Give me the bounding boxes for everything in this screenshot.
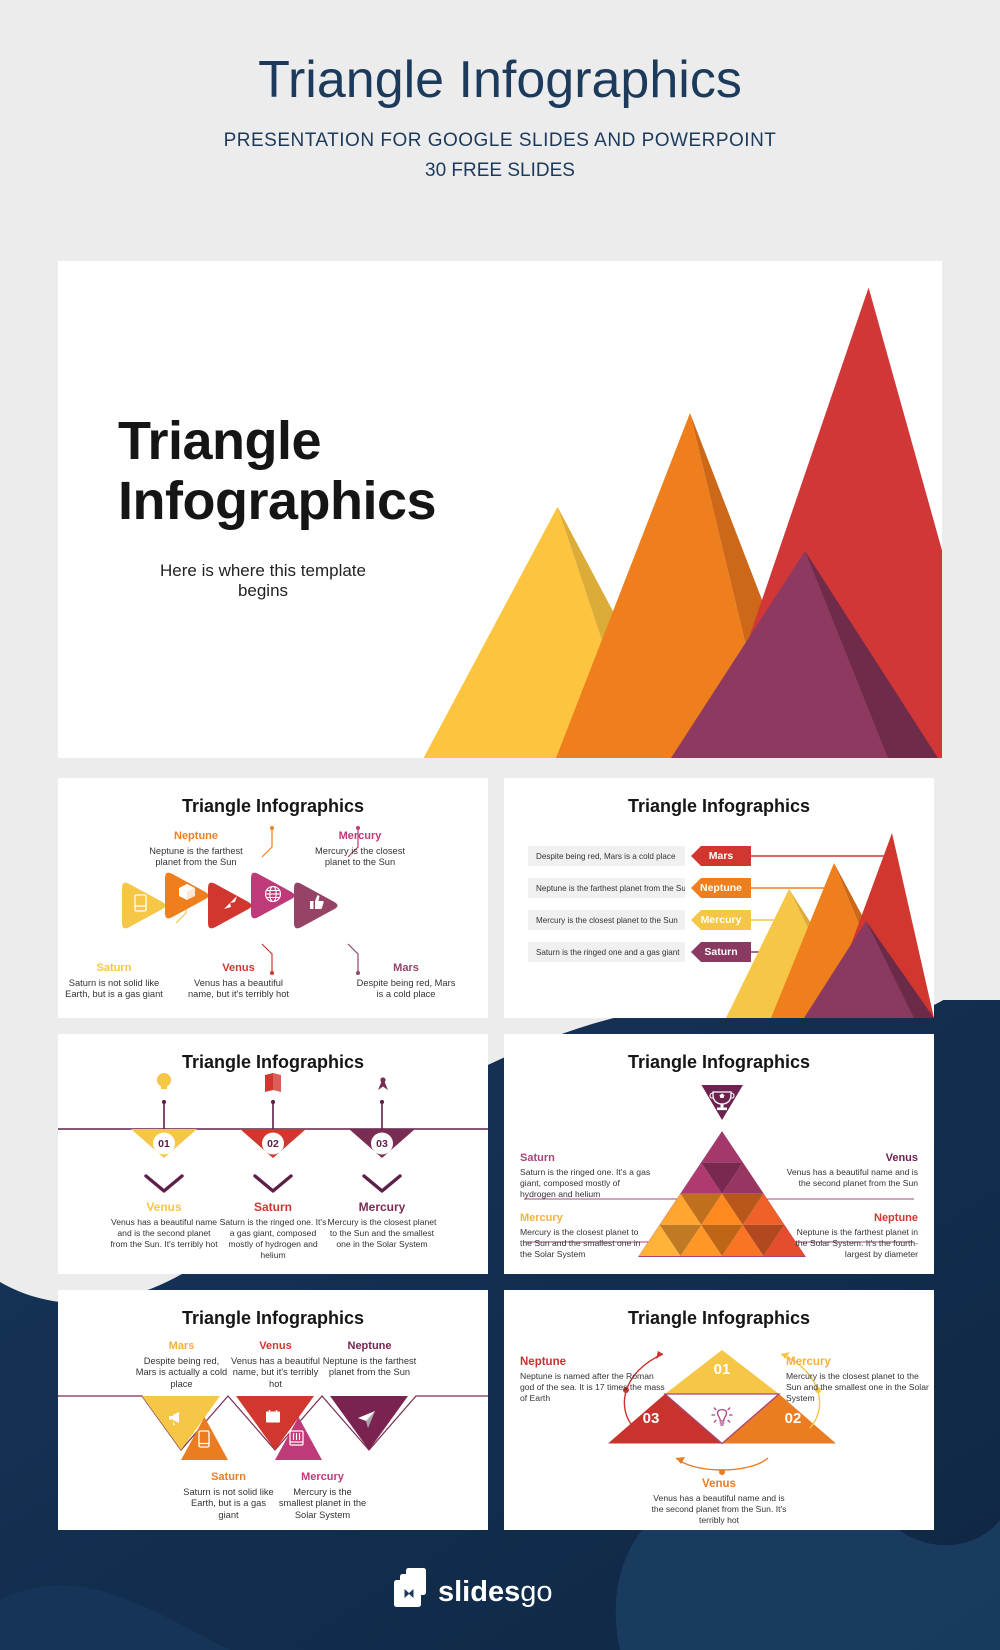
svg-text:01: 01 [714, 1361, 731, 1378]
svg-text:02: 02 [267, 1138, 279, 1150]
svg-text:03: 03 [643, 1410, 660, 1427]
svg-text:slidesgo: slidesgo [438, 1576, 552, 1608]
svg-text:01: 01 [158, 1138, 170, 1150]
svg-text:03: 03 [376, 1138, 388, 1150]
svg-text:02: 02 [785, 1410, 802, 1427]
